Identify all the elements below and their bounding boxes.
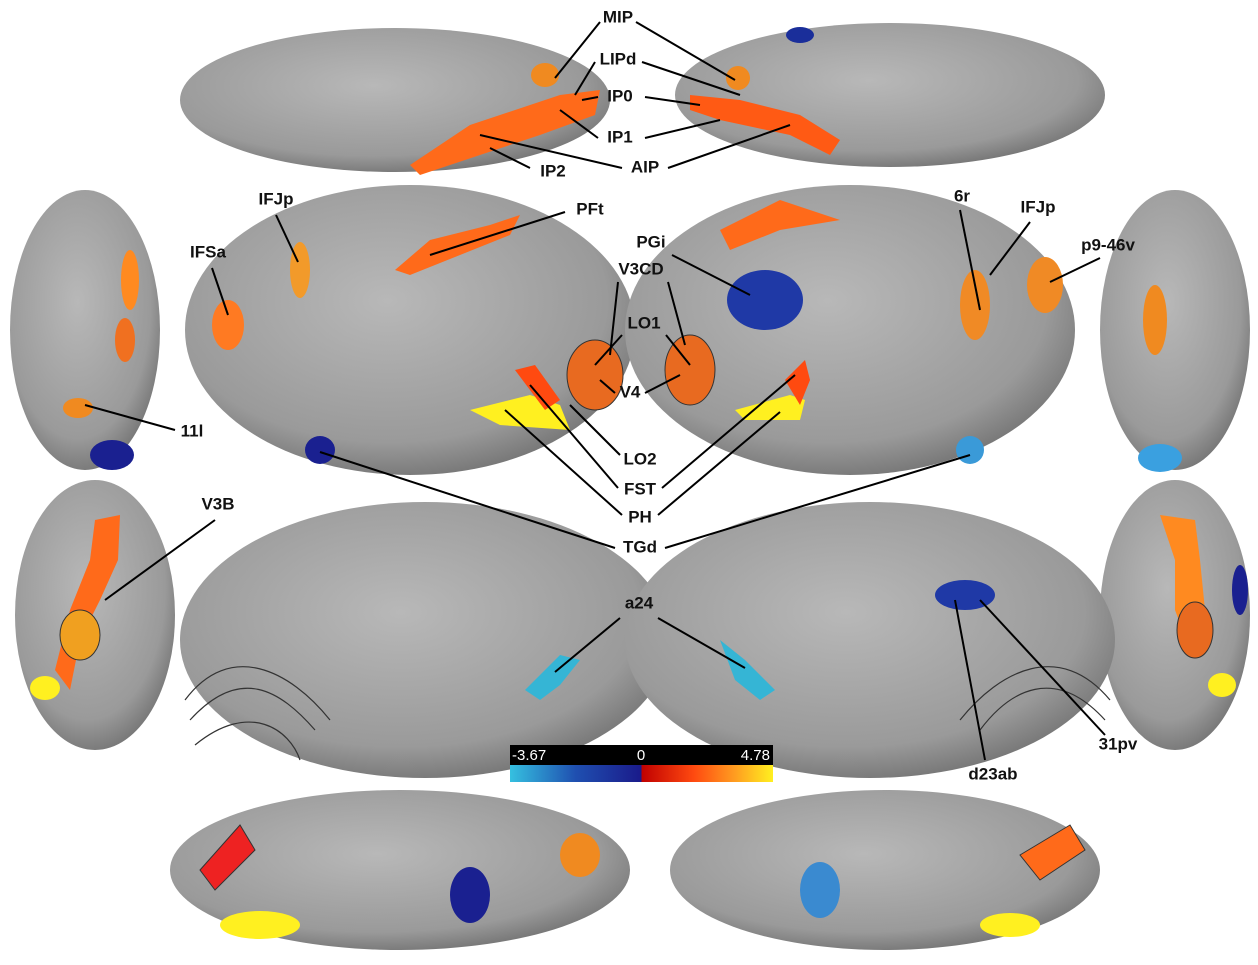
- label: IP1: [607, 127, 633, 146]
- patch: [567, 340, 623, 410]
- label: 31pv: [1099, 734, 1138, 753]
- label: IFJp: [1021, 197, 1056, 216]
- brain-medial-left: [180, 502, 670, 778]
- label: a24: [625, 593, 654, 612]
- patch: [1232, 565, 1248, 615]
- brain-anterior-right: [1100, 190, 1250, 470]
- patch: [1177, 602, 1213, 658]
- patch: [726, 66, 750, 90]
- patch: [30, 676, 60, 700]
- label: V3B: [201, 494, 234, 513]
- patch: [1208, 673, 1236, 697]
- brain-medial-right: [625, 502, 1115, 778]
- patch: [63, 398, 93, 418]
- label: PFt: [576, 199, 604, 218]
- label: IP0: [607, 86, 633, 105]
- label: LIPd: [600, 49, 637, 68]
- patch: [1143, 285, 1167, 355]
- patch: [1027, 257, 1063, 313]
- label: FST: [624, 479, 657, 498]
- colorbar-label: 0: [637, 747, 645, 764]
- patch: [800, 862, 840, 918]
- patch: [560, 833, 600, 877]
- label: 6r: [954, 186, 970, 205]
- label: AIP: [631, 157, 659, 176]
- label: LO1: [627, 313, 660, 332]
- label: p9-46v: [1081, 235, 1135, 254]
- label: 11l: [181, 421, 204, 440]
- label: IFSa: [190, 242, 226, 261]
- label: V3CD: [618, 259, 663, 278]
- label: PH: [628, 507, 652, 526]
- label: MIP: [603, 7, 633, 26]
- colorbar-label: 4.78: [741, 747, 770, 764]
- brain-lateral-left: [185, 185, 635, 475]
- patch: [90, 440, 134, 470]
- patch: [220, 911, 300, 939]
- brain-anterior-left: [10, 190, 160, 470]
- patch: [115, 318, 135, 362]
- patch: [786, 27, 814, 43]
- label: V4: [620, 382, 641, 401]
- label: PGi: [636, 232, 665, 251]
- label: d23ab: [968, 764, 1017, 783]
- label: IFJp: [259, 189, 294, 208]
- figure: MIP LIPd IP0 IP1 AIP IP2 IFJp PFt IFSa P…: [0, 0, 1258, 965]
- label: IP2: [540, 161, 566, 180]
- patch: [212, 300, 244, 350]
- colorbar: -3.67 0 4.78: [510, 745, 773, 782]
- patch: [1138, 444, 1182, 472]
- patch: [121, 250, 139, 310]
- patch: [665, 335, 715, 405]
- colorbar-label: -3.67: [512, 747, 546, 764]
- patch: [305, 436, 335, 464]
- colorbar-gradient: [510, 765, 773, 782]
- patch: [980, 913, 1040, 937]
- patch: [60, 610, 100, 660]
- patch: [956, 436, 984, 464]
- patch: [450, 867, 490, 923]
- patch: [531, 63, 559, 87]
- label: TGd: [623, 537, 657, 556]
- brain-lateral-right: [625, 185, 1075, 475]
- patch: [727, 270, 803, 330]
- label: LO2: [623, 449, 656, 468]
